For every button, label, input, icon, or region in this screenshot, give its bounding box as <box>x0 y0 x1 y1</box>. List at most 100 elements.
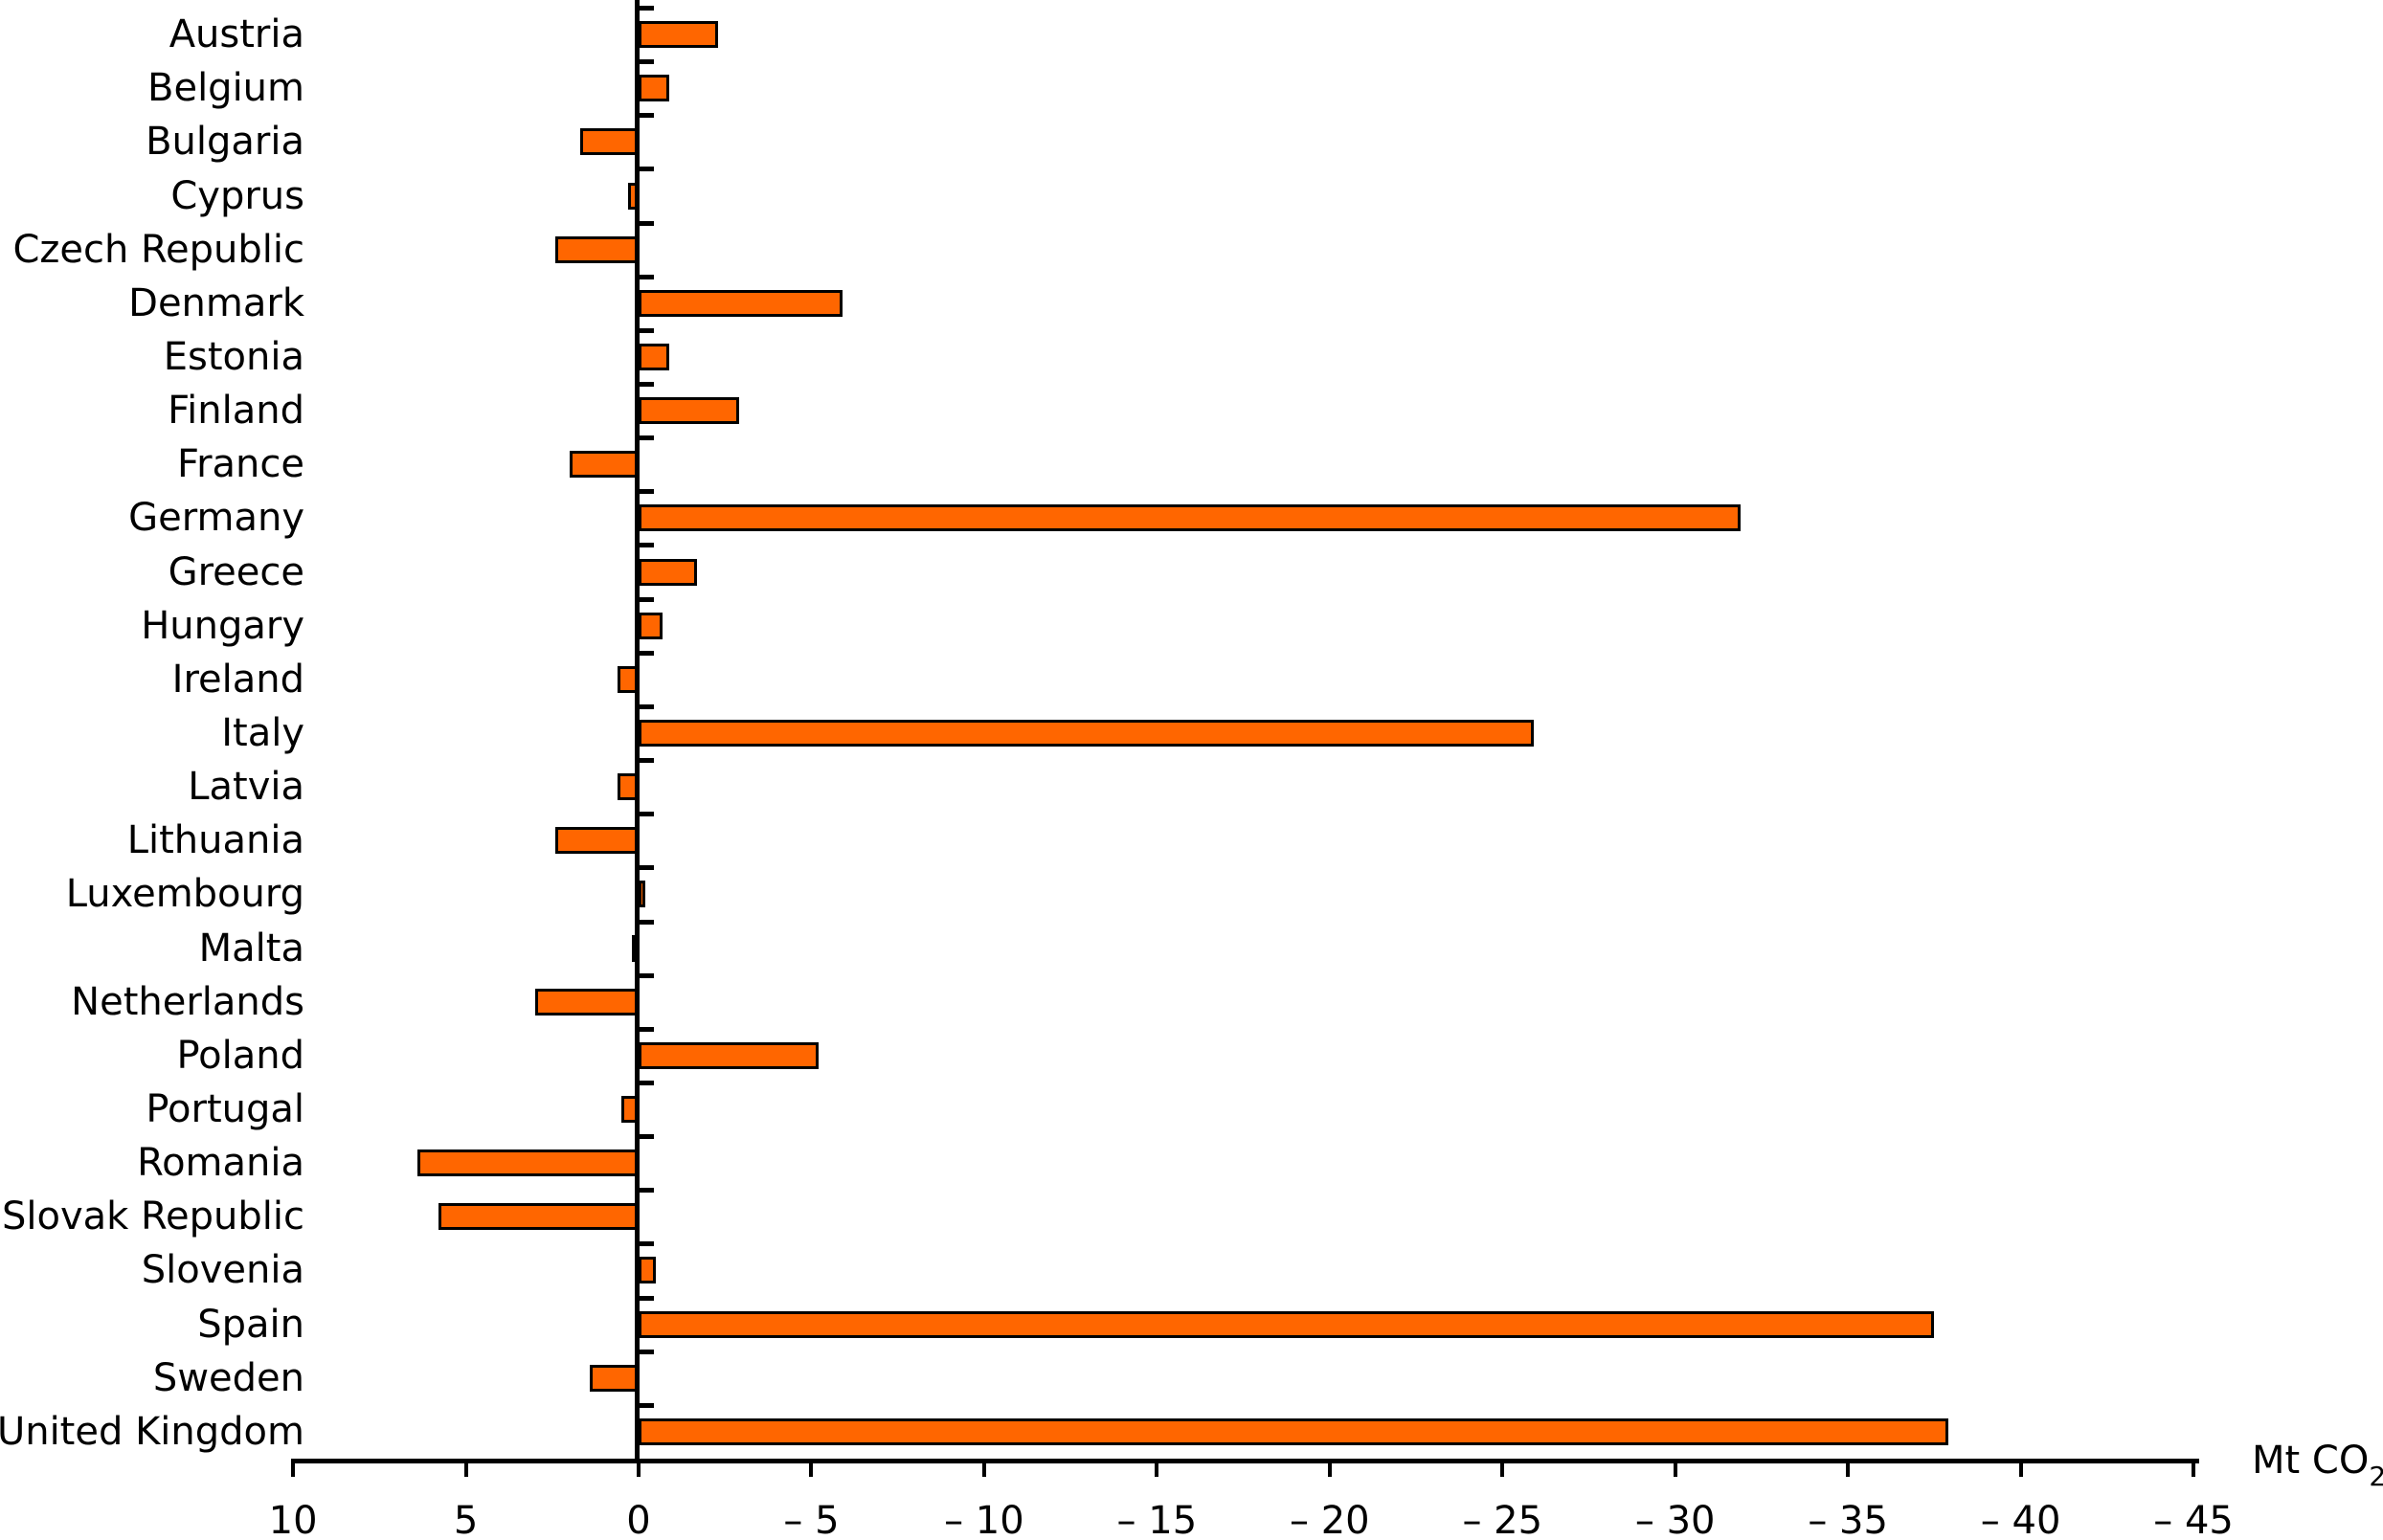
category-label-hungary: Hungary <box>141 603 304 648</box>
category-label-malta: Malta <box>198 926 304 971</box>
bar-netherlands <box>534 988 639 1016</box>
x-axis-line <box>291 1459 2199 1463</box>
y-axis-tick <box>639 812 654 817</box>
category-label-denmark: Denmark <box>128 280 304 325</box>
x-axis-tick--35 <box>1846 1459 1851 1477</box>
bar-denmark <box>639 289 843 317</box>
category-label-netherlands: Netherlands <box>71 979 304 1024</box>
y-axis-tick <box>639 1134 654 1140</box>
bar-hungary <box>639 612 663 639</box>
bar-poland <box>639 1041 819 1069</box>
category-label-romania: Romania <box>137 1141 304 1186</box>
bar-romania <box>417 1149 639 1177</box>
x-axis-tick-label--30: – 30 <box>1634 1499 1716 1540</box>
category-label-united-kingdom: United Kingdom <box>0 1409 304 1454</box>
y-axis-tick <box>639 972 654 978</box>
category-label-bulgaria: Bulgaria <box>146 120 304 165</box>
y-axis-tick <box>639 865 654 871</box>
y-axis-tick <box>639 1026 654 1032</box>
bar-france <box>569 451 639 479</box>
category-label-cyprus: Cyprus <box>170 173 304 218</box>
unit-label-text: Mt CO <box>2252 1439 2370 1483</box>
y-axis-tick <box>639 543 654 548</box>
y-axis-tick <box>639 1080 654 1085</box>
y-axis-tick <box>639 220 654 226</box>
x-axis-tick-label--35: – 35 <box>1808 1499 1888 1540</box>
x-axis-tick--20 <box>1327 1459 1332 1477</box>
x-axis-unit-label: Mt CO2 <box>2252 1439 2383 1492</box>
category-label-italy: Italy <box>221 711 304 755</box>
x-axis-tick-10 <box>291 1459 296 1477</box>
category-label-spain: Spain <box>197 1302 304 1347</box>
x-axis-tick-label--10: – 10 <box>944 1499 1024 1540</box>
x-axis-tick-label-0: 0 <box>626 1499 651 1540</box>
category-label-lithuania: Lithuania <box>126 818 304 863</box>
bar-estonia <box>639 343 670 370</box>
y-axis-tick <box>639 1188 654 1194</box>
bar-united-kingdom <box>639 1417 1948 1445</box>
category-label-austria: Austria <box>169 12 304 57</box>
x-axis-tick--25 <box>1500 1459 1505 1477</box>
y-axis-tick <box>639 1402 654 1408</box>
category-label-sweden: Sweden <box>152 1355 304 1400</box>
x-axis-tick-label--20: – 20 <box>1289 1499 1370 1540</box>
bar-sweden <box>590 1364 639 1392</box>
y-axis-tick <box>639 382 654 388</box>
x-axis-tick--15 <box>1155 1459 1159 1477</box>
category-label-slovenia: Slovenia <box>141 1248 304 1293</box>
x-axis-tick-label-10: 10 <box>268 1499 318 1540</box>
y-axis-tick <box>639 274 654 279</box>
category-label-greece: Greece <box>168 549 304 594</box>
x-axis-tick-label--45: – 45 <box>2153 1499 2234 1540</box>
x-axis-tick-label--5: – 5 <box>783 1499 840 1540</box>
x-axis-tick--40 <box>2018 1459 2023 1477</box>
y-axis-tick <box>639 435 654 441</box>
x-axis-tick-label--15: – 15 <box>1116 1499 1198 1540</box>
x-axis-tick-label--40: – 40 <box>1980 1499 2061 1540</box>
y-axis-tick <box>639 596 654 602</box>
y-axis-tick <box>639 489 654 495</box>
category-label-portugal: Portugal <box>146 1087 304 1132</box>
bar-lithuania <box>555 827 639 855</box>
category-label-belgium: Belgium <box>147 66 304 111</box>
y-axis-tick <box>639 758 654 764</box>
x-axis-tick--10 <box>981 1459 986 1477</box>
bar-slovenia <box>639 1257 657 1284</box>
x-axis-tick-label--25: – 25 <box>1462 1499 1543 1540</box>
bar-belgium <box>639 75 670 102</box>
bar-germany <box>639 504 1742 532</box>
bar-czech-republic <box>555 235 639 263</box>
category-label-finland: Finland <box>168 389 304 434</box>
bar-finland <box>639 397 739 425</box>
y-axis-line <box>635 0 640 1462</box>
category-label-slovak-republic: Slovak Republic <box>2 1194 304 1239</box>
bar-slovak-republic <box>438 1203 639 1231</box>
y-axis-tick <box>639 6 654 11</box>
bar-bulgaria <box>579 128 639 156</box>
bar-spain <box>639 1310 1935 1338</box>
category-label-latvia: Latvia <box>188 765 304 810</box>
y-axis-tick <box>639 919 654 925</box>
y-axis-tick <box>639 1295 654 1301</box>
x-axis-tick-5 <box>463 1459 468 1477</box>
x-axis-tick--45 <box>2192 1459 2196 1477</box>
bar-luxembourg <box>639 881 645 908</box>
category-label-germany: Germany <box>128 496 304 541</box>
x-axis-tick--30 <box>1673 1459 1677 1477</box>
y-axis-tick <box>639 327 654 333</box>
x-axis-tick--5 <box>809 1459 814 1477</box>
y-axis-tick <box>639 167 654 172</box>
y-axis-tick <box>639 1349 654 1354</box>
y-axis-tick <box>639 113 654 119</box>
x-axis-tick-label-5: 5 <box>453 1499 479 1540</box>
y-axis-tick <box>639 703 654 709</box>
bar-greece <box>639 558 698 586</box>
y-axis-tick <box>639 1241 654 1247</box>
bar-austria <box>639 21 718 49</box>
category-label-france: France <box>176 442 304 487</box>
unit-label-subscript: 2 <box>2369 1461 2383 1492</box>
bar-italy <box>639 720 1534 747</box>
y-axis-tick <box>639 59 654 65</box>
category-label-czech-republic: Czech Republic <box>12 227 304 272</box>
